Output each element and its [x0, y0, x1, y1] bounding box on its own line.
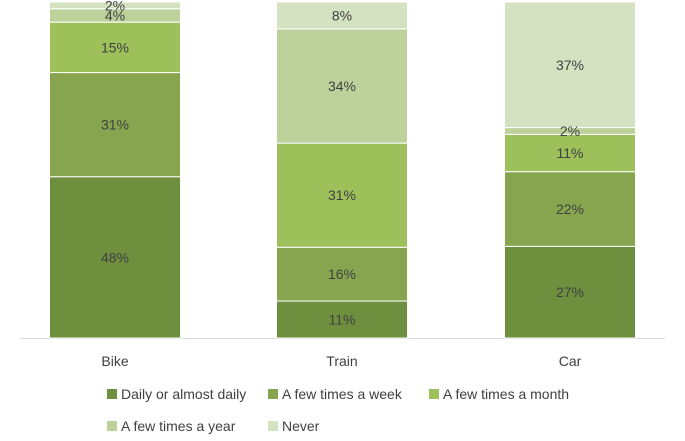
- legend-label-never: Never: [282, 418, 320, 434]
- bar-segment-bike-daily-or-almost-daily: [49, 176, 181, 339]
- data-label-car-a-few-times-a-month: 11%: [557, 145, 584, 161]
- legend-label-a-few-times-a-week: A few times a week: [282, 386, 403, 402]
- legend-item-never: Never: [268, 418, 320, 434]
- category-label-car: Car: [559, 353, 582, 369]
- legend-item-a-few-times-a-week: A few times a week: [268, 386, 403, 402]
- legend-item-daily-or-almost-daily: Daily or almost daily: [107, 386, 246, 402]
- data-label-car-a-few-times-a-year: 2%: [560, 123, 580, 139]
- legend-swatch-daily-or-almost-daily: [107, 389, 117, 399]
- data-label-car-never: 37%: [556, 57, 584, 73]
- bar-segment-car-a-few-times-a-month: [504, 133, 636, 173]
- data-label-train-never: 8%: [332, 7, 352, 23]
- legend-label-a-few-times-a-month: A few times a month: [443, 386, 569, 402]
- legend-swatch-never: [268, 421, 278, 431]
- bar-segment-car-a-few-times-a-week: [504, 171, 636, 247]
- bar-segment-train-a-few-times-a-month: [276, 142, 408, 248]
- data-label-bike-daily-or-almost-daily: 48%: [101, 249, 129, 265]
- data-label-train-a-few-times-a-week: 16%: [328, 266, 356, 282]
- data-label-bike-never: 2%: [105, 0, 125, 13]
- data-label-car-a-few-times-a-week: 22%: [556, 201, 584, 217]
- data-label-train-a-few-times-a-year: 34%: [328, 78, 356, 94]
- legend-label-daily-or-almost-daily: Daily or almost daily: [121, 386, 246, 402]
- bar-segment-train-a-few-times-a-year: [276, 28, 408, 144]
- bar-segment-car-daily-or-almost-daily: [504, 245, 636, 339]
- data-label-bike-a-few-times-a-month: 15%: [101, 39, 129, 55]
- segment-labels-group: 48%31%15%4%2%11%16%31%34%8%27%22%11%2%37…: [101, 0, 584, 328]
- legend-item-a-few-times-a-month: A few times a month: [429, 386, 569, 402]
- legend-swatch-a-few-times-a-month: [429, 389, 439, 399]
- category-label-bike: Bike: [101, 353, 128, 369]
- bar-segment-train-never: [276, 1, 408, 30]
- category-labels-group: Bike Train Car: [101, 353, 581, 369]
- bar-segment-bike-never: [49, 1, 181, 10]
- data-label-train-a-few-times-a-month: 31%: [328, 187, 356, 203]
- bar-segment-train-daily-or-almost-daily: [276, 300, 408, 339]
- legend: Daily or almost daily A few times a week A…: [107, 386, 569, 434]
- bar-segment-car-never: [504, 1, 636, 129]
- legend-swatch-a-few-times-a-year: [107, 421, 117, 431]
- category-label-train: Train: [326, 353, 357, 369]
- bars-group: [49, 1, 636, 339]
- bar-segment-train-a-few-times-a-week: [276, 246, 408, 302]
- legend-swatch-a-few-times-a-week: [268, 389, 278, 399]
- bar-segment-bike-a-few-times-a-week: [49, 72, 181, 178]
- data-label-train-daily-or-almost-daily: 11%: [329, 312, 356, 328]
- legend-label-a-few-times-a-year: A few times a year: [121, 418, 236, 434]
- data-label-bike-a-few-times-a-year: 4%: [105, 7, 125, 23]
- legend-item-a-few-times-a-year: A few times a year: [107, 418, 236, 434]
- data-label-car-daily-or-almost-daily: 27%: [556, 284, 584, 300]
- data-label-bike-a-few-times-a-week: 31%: [101, 117, 129, 133]
